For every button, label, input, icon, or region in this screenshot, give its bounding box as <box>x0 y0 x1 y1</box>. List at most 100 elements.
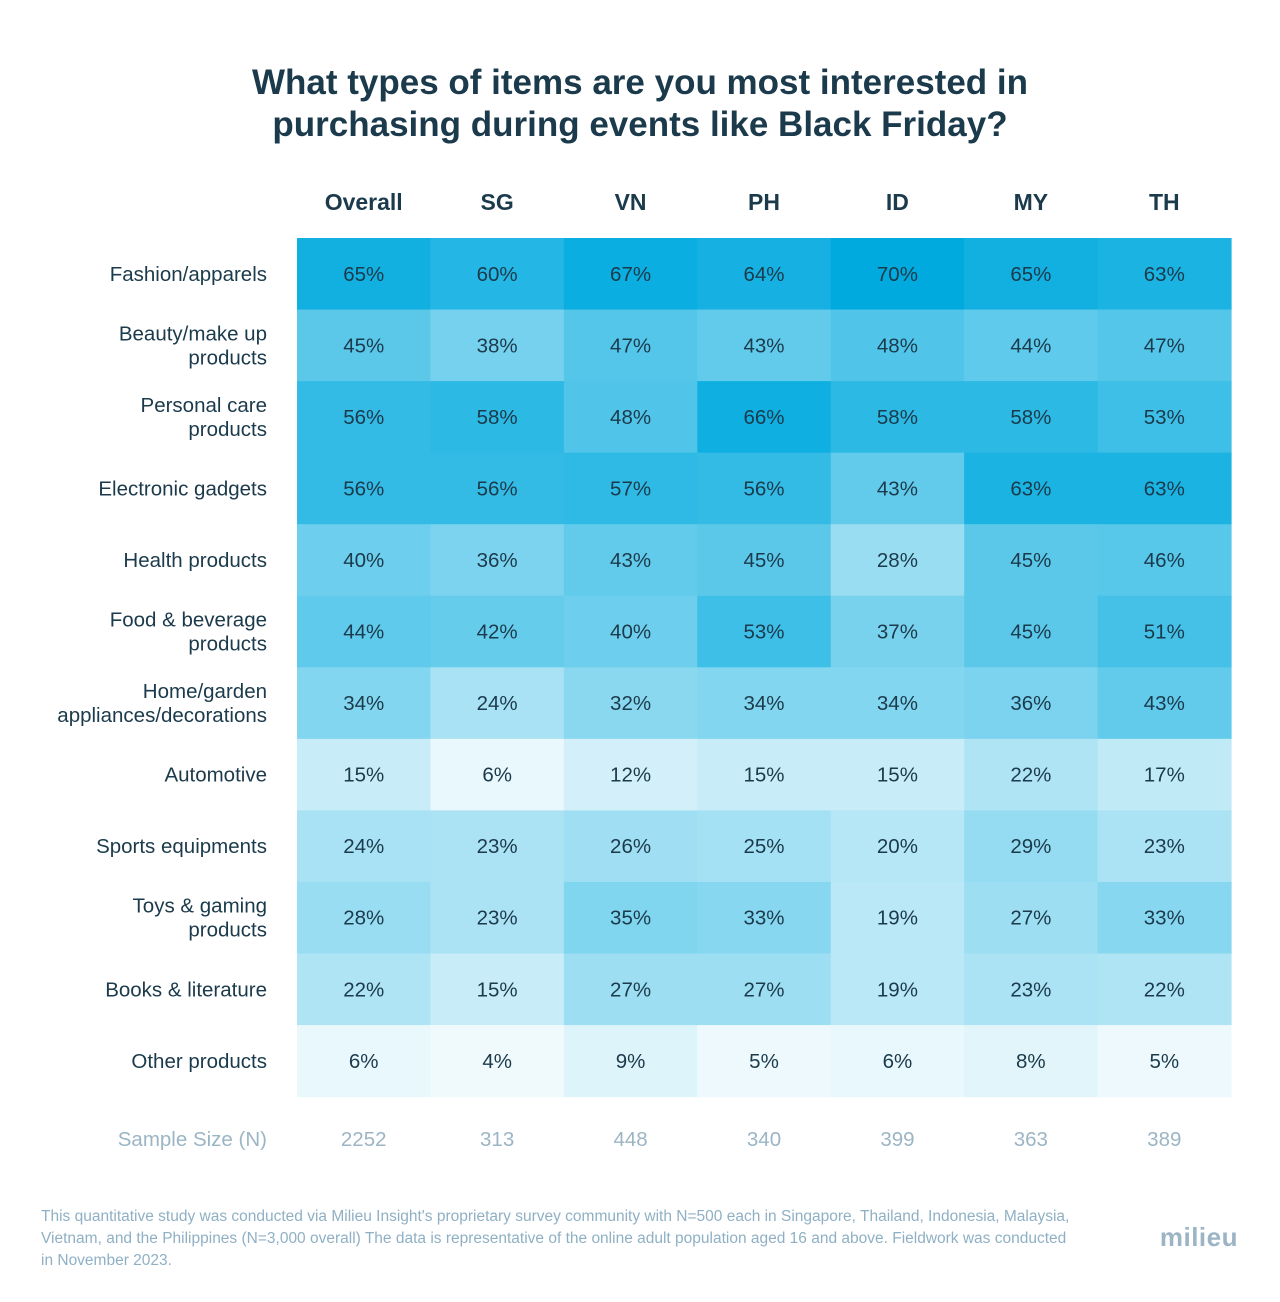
heatmap-cell <box>1097 738 1232 811</box>
row-label-line: Home/garden <box>143 680 267 703</box>
sample-size-label: Sample Size (N) <box>118 1128 267 1151</box>
cell-value-label: 70% <box>877 263 918 286</box>
row-label-line: Personal care <box>141 394 267 417</box>
heatmap-cell <box>430 667 565 740</box>
cell-value-label: 53% <box>1144 406 1185 429</box>
cell-value-label: 43% <box>1144 692 1185 715</box>
cell-value-label: 51% <box>1144 621 1185 644</box>
cell-value-label: 35% <box>610 907 651 930</box>
heatmap-cell <box>964 238 1099 311</box>
cell-value-label: 15% <box>477 978 518 1001</box>
heatmap-cell <box>1097 595 1232 668</box>
cell-value-label: 40% <box>610 621 651 644</box>
column-header-ph: PH <box>748 189 780 215</box>
cell-value-label: 23% <box>1144 835 1185 858</box>
heatmap-cell <box>1097 238 1232 311</box>
cell-value-label: 22% <box>343 978 384 1001</box>
heatmap-cell <box>1097 881 1232 955</box>
heatmap-chart: Overall SG VN PH ID MY TH 65% 60% 67% 64% 70% 65% 63%… <box>57 189 1232 1151</box>
heatmap-cell <box>964 953 1099 1026</box>
heatmap-cell <box>563 452 698 525</box>
sample-size-value: 363 <box>1014 1128 1048 1151</box>
heatmap-cell <box>297 381 432 454</box>
row-label: Beauty/make up products <box>119 322 267 369</box>
cell-value-label: 45% <box>743 549 784 572</box>
cell-value-label: 23% <box>477 907 518 930</box>
cell-value-label: 17% <box>1144 764 1185 787</box>
cell-value-label: 57% <box>610 477 651 500</box>
row-label-line: products <box>188 346 267 369</box>
column-header-my: MY <box>1014 189 1049 215</box>
row-label-line: Toys & gaming <box>133 895 267 918</box>
heatmap-cell <box>830 810 965 883</box>
cell-value-label: 8% <box>1016 1050 1046 1073</box>
cell-value-label: 45% <box>1010 549 1051 572</box>
cell-value-label: 5% <box>749 1050 779 1073</box>
heatmap-cell <box>830 452 965 525</box>
cell-value-label: 34% <box>743 692 784 715</box>
cell-value-label: 27% <box>610 978 651 1001</box>
heatmap-cell <box>430 881 565 955</box>
row-label: Automotive <box>164 764 267 787</box>
cell-value-label: 63% <box>1144 477 1185 500</box>
cell-value-label: 65% <box>343 263 384 286</box>
cell-value-label: 27% <box>1010 907 1051 930</box>
heatmap-cell <box>430 1025 565 1098</box>
cell-value-label: 44% <box>1010 334 1051 357</box>
row-label: Sports equipments <box>96 835 267 858</box>
heatmap-cell <box>563 810 698 883</box>
cell-value-label: 56% <box>477 477 518 500</box>
cell-value-label: 66% <box>743 406 784 429</box>
cell-value-label: 58% <box>1010 406 1051 429</box>
heatmap-cell <box>563 1025 698 1098</box>
heatmap-cell <box>1097 1025 1232 1098</box>
heatmap-cell <box>563 738 698 811</box>
cell-value-label: 63% <box>1010 477 1051 500</box>
heatmap-cell <box>430 595 565 668</box>
heatmap-cell <box>697 810 832 883</box>
cell-value-label: 24% <box>343 835 384 858</box>
heatmap-cell <box>830 667 965 740</box>
cell-value-label: 47% <box>1144 334 1185 357</box>
heatmap-cell <box>430 810 565 883</box>
cell-value-label: 23% <box>1010 978 1051 1001</box>
cell-value-label: 22% <box>1144 978 1185 1001</box>
heatmap-cell <box>830 881 965 955</box>
row-label: Other products <box>131 1050 267 1073</box>
heatmap-cell <box>830 309 965 382</box>
cell-value-label: 42% <box>477 621 518 644</box>
cell-value-label: 58% <box>477 406 518 429</box>
sample-size-value: 448 <box>613 1128 647 1151</box>
heatmap-cell <box>1097 452 1232 525</box>
row-label: Fashion/apparels <box>110 263 267 286</box>
cell-value-label: 28% <box>343 907 384 930</box>
heatmap-cell <box>697 524 832 597</box>
heatmap-cell <box>964 309 1099 382</box>
heatmap-cell <box>697 738 832 811</box>
cell-value-label: 65% <box>1010 263 1051 286</box>
heatmap-cell <box>430 524 565 597</box>
heatmap-cell <box>297 524 432 597</box>
cell-value-label: 6% <box>349 1050 379 1073</box>
cell-value-label: 46% <box>1144 549 1185 572</box>
cell-value-label: 43% <box>610 549 651 572</box>
column-header-sg: SG <box>481 189 514 215</box>
heatmap-cell <box>830 1025 965 1098</box>
heatmap-cell <box>697 381 832 454</box>
heatmap-cell <box>697 595 832 668</box>
cell-value-label: 5% <box>1149 1050 1179 1073</box>
row-label-line: products <box>188 919 267 942</box>
row-label: Books & literature <box>105 978 267 1001</box>
cell-value-label: 12% <box>610 764 651 787</box>
heatmap-cell <box>430 309 565 382</box>
row-label: Food & beverage products <box>110 609 267 656</box>
cell-value-label: 43% <box>877 477 918 500</box>
heatmap-cell <box>297 953 432 1026</box>
heatmap-cell <box>297 881 432 955</box>
heatmap-cell <box>297 595 432 668</box>
cell-value-label: 58% <box>877 406 918 429</box>
cell-value-label: 45% <box>1010 621 1051 644</box>
cell-value-label: 48% <box>877 334 918 357</box>
heatmap-cell <box>964 1025 1099 1098</box>
heatmap-cell <box>430 738 565 811</box>
